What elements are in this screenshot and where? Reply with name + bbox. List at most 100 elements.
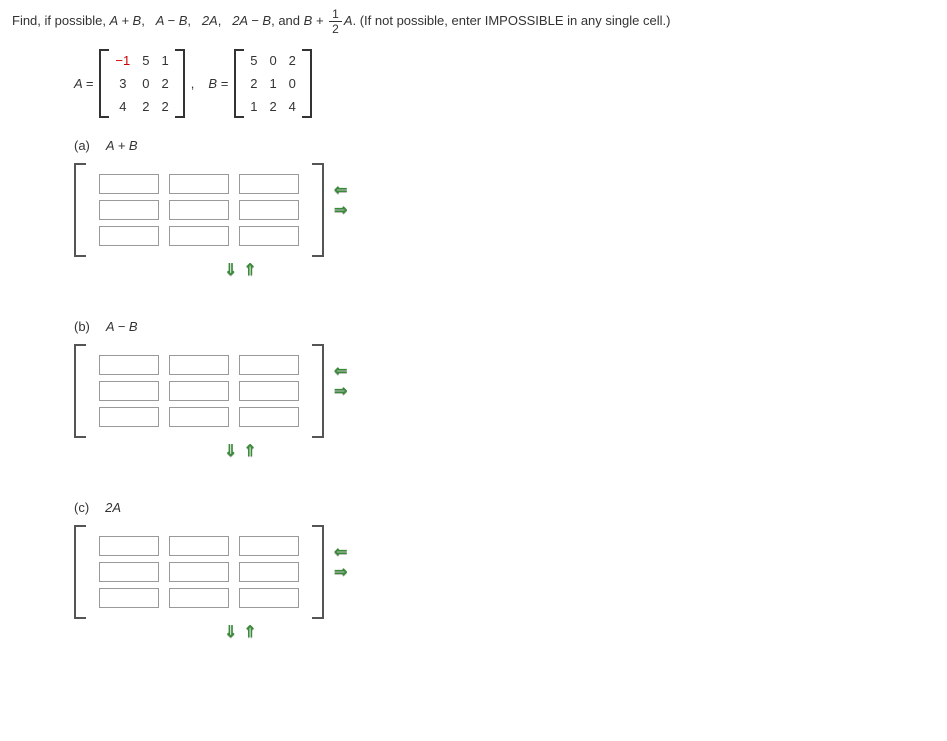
matrix-cell-input[interactable] — [99, 174, 159, 194]
matrix-cell-input[interactable] — [169, 536, 229, 556]
matrix-cell-input[interactable] — [99, 355, 159, 375]
matrix-cell-input[interactable] — [169, 407, 229, 427]
term-3: 2A − B — [232, 13, 271, 28]
part-tag: (c) — [74, 500, 89, 515]
matrix-b: 502210124 — [234, 49, 312, 118]
matrix-cell-input[interactable] — [239, 355, 299, 375]
fraction-half: 12 — [329, 8, 342, 35]
part-expression: A − B — [106, 319, 138, 334]
bracket-right-icon — [312, 163, 324, 257]
input-matrix — [74, 344, 324, 438]
matrix-cell: 2 — [155, 72, 174, 95]
matrix-cell: 1 — [263, 72, 282, 95]
bracket-right-icon — [312, 525, 324, 619]
matrix-cell-input[interactable] — [169, 200, 229, 220]
matrix-cell-input[interactable] — [169, 562, 229, 582]
matrix-cell-input[interactable] — [169, 381, 229, 401]
bracket-right-icon — [312, 344, 324, 438]
remove-row-button[interactable] — [243, 625, 256, 641]
matrix-cell-input[interactable] — [239, 226, 299, 246]
add-col-button[interactable] — [334, 203, 347, 219]
matrix-cell: 0 — [136, 72, 155, 95]
matrix-a: −151302422 — [99, 49, 184, 118]
col-resize-controls — [334, 344, 347, 400]
col-resize-controls — [334, 163, 347, 219]
add-row-button[interactable] — [224, 625, 237, 641]
matrix-cell-input[interactable] — [239, 588, 299, 608]
term-4-suffix: A — [344, 13, 353, 28]
matrix-cell: 5 — [244, 49, 263, 72]
inputs-grid — [86, 525, 312, 619]
matrix-cell-input[interactable] — [99, 562, 159, 582]
part-label: (a)A + B — [74, 138, 935, 153]
input-matrix — [74, 163, 324, 257]
row-resize-controls — [224, 263, 324, 279]
matrix-cell: 4 — [283, 95, 302, 118]
matrix-cell-input[interactable] — [239, 174, 299, 194]
input-matrix-wrap — [74, 344, 935, 460]
col-resize-controls — [334, 525, 347, 581]
add-col-button[interactable] — [334, 384, 347, 400]
prompt-after: . (If not possible, enter IMPOSSIBLE in … — [353, 13, 671, 28]
term-0: A + B — [110, 13, 142, 28]
matrix-a-table: −151302422 — [109, 49, 174, 118]
remove-col-button[interactable] — [334, 183, 347, 199]
matrix-cell: 5 — [136, 49, 155, 72]
matrix-cell-input[interactable] — [99, 226, 159, 246]
matrix-cell-input[interactable] — [239, 562, 299, 582]
matrix-cell-input[interactable] — [239, 407, 299, 427]
problem-prompt: Find, if possible, A + B, A − B, 2A, 2A … — [12, 8, 935, 35]
part-expression: 2A — [105, 500, 121, 515]
answer-part: (a)A + B — [74, 138, 935, 279]
matrix-cell: 2 — [155, 95, 174, 118]
matrix-cell: 2 — [136, 95, 155, 118]
remove-row-button[interactable] — [243, 263, 256, 279]
matrix-cell-input[interactable] — [169, 174, 229, 194]
matrix-b-label: B = — [208, 76, 228, 91]
remove-col-button[interactable] — [334, 364, 347, 380]
term-1: A − B — [156, 13, 188, 28]
matrix-cell: 2 — [263, 95, 282, 118]
matrix-cell: −1 — [109, 49, 136, 72]
prompt-prefix: Find, if possible, — [12, 13, 110, 28]
matrix-cell-input[interactable] — [239, 200, 299, 220]
row-resize-controls — [224, 444, 324, 460]
matrix-cell-input[interactable] — [169, 226, 229, 246]
matrix-cell-input[interactable] — [99, 200, 159, 220]
matrix-b-table: 502210124 — [244, 49, 302, 118]
row-resize-controls — [224, 625, 324, 641]
term-2: 2A — [202, 13, 218, 28]
input-matrix-wrap — [74, 525, 935, 641]
given-matrices: A = −151302422 , B = 502210124 — [74, 49, 935, 118]
bracket-left-icon — [74, 163, 86, 257]
matrix-cell-input[interactable] — [99, 536, 159, 556]
term-4-prefix: B + — [304, 13, 328, 28]
matrix-cell-input[interactable] — [169, 355, 229, 375]
input-matrix-wrap — [74, 163, 935, 279]
matrix-cell: 4 — [109, 95, 136, 118]
matrix-cell-input[interactable] — [99, 588, 159, 608]
answer-part: (b) A − B — [74, 319, 935, 460]
add-row-button[interactable] — [224, 263, 237, 279]
matrix-cell-input[interactable] — [239, 536, 299, 556]
prompt-and: and — [278, 13, 303, 28]
bracket-left-icon — [234, 49, 244, 118]
bracket-left-icon — [99, 49, 109, 118]
bracket-right-icon — [302, 49, 312, 118]
part-expression: A + B — [106, 138, 138, 153]
matrix-cell-input[interactable] — [169, 588, 229, 608]
matrix-cell-input[interactable] — [99, 381, 159, 401]
matrix-cell-input[interactable] — [99, 407, 159, 427]
matrix-cell: 0 — [263, 49, 282, 72]
bracket-left-icon — [74, 525, 86, 619]
add-row-button[interactable] — [224, 444, 237, 460]
remove-row-button[interactable] — [243, 444, 256, 460]
part-tag: (b) — [74, 319, 90, 334]
inputs-grid — [86, 163, 312, 257]
part-label: (b) A − B — [74, 319, 935, 334]
add-col-button[interactable] — [334, 565, 347, 581]
matrix-cell-input[interactable] — [239, 381, 299, 401]
matrix-cell: 1 — [244, 95, 263, 118]
bracket-right-icon — [175, 49, 185, 118]
remove-col-button[interactable] — [334, 545, 347, 561]
